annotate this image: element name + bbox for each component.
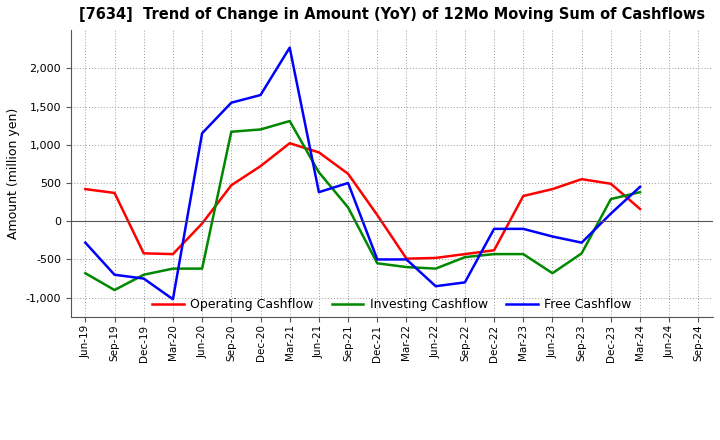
- Line: Free Cashflow: Free Cashflow: [86, 48, 640, 299]
- Investing Cashflow: [373, 260, 382, 266]
- Y-axis label: Amount (million yen): Amount (million yen): [7, 108, 20, 239]
- Free Cashflow: [373, 257, 382, 262]
- Investing Cashflow: [461, 254, 469, 260]
- Free Cashflow: [636, 184, 644, 190]
- Operating Cashflow: [285, 141, 294, 146]
- Investing Cashflow: [402, 264, 411, 270]
- Free Cashflow: [606, 211, 615, 216]
- Free Cashflow: [402, 257, 411, 262]
- Operating Cashflow: [227, 183, 235, 188]
- Investing Cashflow: [285, 118, 294, 124]
- Operating Cashflow: [431, 255, 440, 260]
- Operating Cashflow: [636, 206, 644, 212]
- Investing Cashflow: [198, 266, 207, 271]
- Free Cashflow: [81, 240, 90, 245]
- Investing Cashflow: [636, 190, 644, 195]
- Operating Cashflow: [198, 221, 207, 226]
- Legend: Operating Cashflow, Investing Cashflow, Free Cashflow: Operating Cashflow, Investing Cashflow, …: [148, 293, 636, 316]
- Operating Cashflow: [343, 171, 352, 176]
- Free Cashflow: [168, 297, 177, 302]
- Operating Cashflow: [168, 251, 177, 257]
- Free Cashflow: [227, 100, 235, 105]
- Operating Cashflow: [548, 187, 557, 192]
- Operating Cashflow: [519, 193, 528, 198]
- Investing Cashflow: [256, 127, 265, 132]
- Operating Cashflow: [81, 187, 90, 192]
- Operating Cashflow: [577, 176, 586, 182]
- Operating Cashflow: [140, 251, 148, 256]
- Investing Cashflow: [81, 271, 90, 276]
- Line: Investing Cashflow: Investing Cashflow: [86, 121, 640, 290]
- Free Cashflow: [315, 190, 323, 195]
- Line: Operating Cashflow: Operating Cashflow: [86, 143, 640, 259]
- Free Cashflow: [577, 240, 586, 245]
- Investing Cashflow: [343, 205, 352, 210]
- Investing Cashflow: [110, 287, 119, 293]
- Investing Cashflow: [548, 271, 557, 276]
- Free Cashflow: [140, 276, 148, 281]
- Investing Cashflow: [168, 266, 177, 271]
- Operating Cashflow: [373, 213, 382, 218]
- Investing Cashflow: [606, 196, 615, 202]
- Free Cashflow: [110, 272, 119, 277]
- Investing Cashflow: [490, 251, 498, 257]
- Investing Cashflow: [519, 251, 528, 257]
- Free Cashflow: [490, 226, 498, 231]
- Free Cashflow: [198, 131, 207, 136]
- Free Cashflow: [431, 283, 440, 289]
- Investing Cashflow: [577, 251, 586, 256]
- Operating Cashflow: [461, 251, 469, 257]
- Free Cashflow: [461, 280, 469, 285]
- Operating Cashflow: [256, 164, 265, 169]
- Operating Cashflow: [402, 256, 411, 261]
- Operating Cashflow: [110, 190, 119, 195]
- Free Cashflow: [256, 92, 265, 98]
- Free Cashflow: [343, 180, 352, 186]
- Title: [7634]  Trend of Change in Amount (YoY) of 12Mo Moving Sum of Cashflows: [7634] Trend of Change in Amount (YoY) o…: [78, 7, 705, 22]
- Free Cashflow: [285, 45, 294, 50]
- Investing Cashflow: [227, 129, 235, 134]
- Operating Cashflow: [606, 181, 615, 187]
- Investing Cashflow: [315, 170, 323, 175]
- Operating Cashflow: [490, 248, 498, 253]
- Free Cashflow: [548, 234, 557, 239]
- Investing Cashflow: [140, 272, 148, 277]
- Operating Cashflow: [315, 150, 323, 155]
- Investing Cashflow: [431, 266, 440, 271]
- Free Cashflow: [519, 226, 528, 231]
